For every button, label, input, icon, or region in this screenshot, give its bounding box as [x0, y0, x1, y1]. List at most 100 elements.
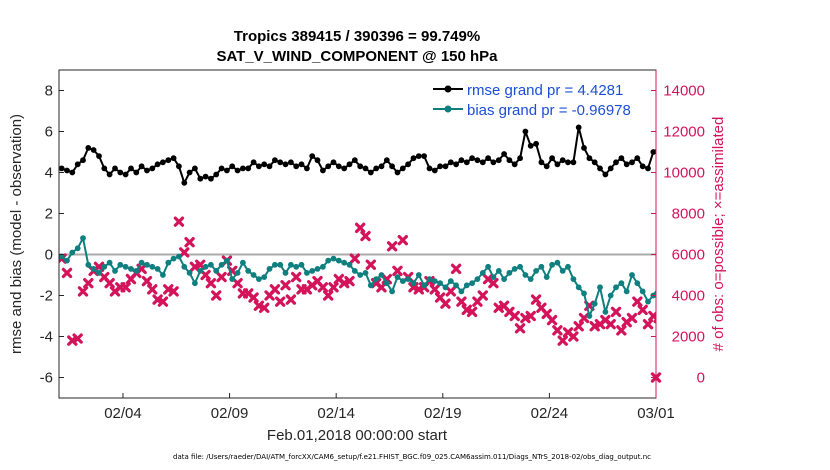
- obs-marker: [269, 284, 281, 295]
- x-tick-label: 02/04: [104, 405, 142, 422]
- bias-series-point: [826, 262, 830, 268]
- bias-series-point: [346, 261, 353, 268]
- legend-rmse-marker: [444, 85, 452, 93]
- obs-marker: [676, 317, 683, 324]
- y2-tick-label: 4000: [672, 288, 705, 305]
- rmse-series-point: [789, 163, 795, 169]
- bias-series-point: [565, 263, 571, 270]
- bias-series-point: [698, 264, 704, 270]
- bias-series-point: [272, 261, 278, 268]
- rmse-series-point: [335, 163, 342, 170]
- obs-marker: [285, 294, 297, 305]
- bias-series-point: [655, 286, 656, 289]
- rmse-series-point: [778, 159, 784, 165]
- rmse-series-point: [181, 179, 188, 186]
- obs-marker: [360, 230, 371, 242]
- y-axis-label: rmse and bias (model - observation): [8, 114, 25, 354]
- bias-series-point: [800, 264, 806, 270]
- obs-marker: [280, 280, 291, 291]
- bias-series-point: [122, 263, 129, 270]
- bias-series-point: [485, 263, 491, 270]
- obs-marker: [810, 304, 817, 311]
- obs-marker: [440, 298, 451, 309]
- obs-marker: [616, 325, 627, 336]
- rmse-series-point: [149, 165, 156, 172]
- rmse-series-point: [538, 159, 545, 166]
- obs-marker: [211, 290, 222, 301]
- bias-series-point: [453, 282, 459, 289]
- obs-marker: [767, 317, 774, 324]
- bias-series-point: [160, 272, 166, 278]
- obs-marker: [509, 310, 520, 322]
- rmse-series-point: [442, 163, 449, 170]
- bias-series-point: [421, 282, 427, 289]
- bias-series-point: [90, 266, 97, 272]
- rmse-series-point: [330, 159, 337, 166]
- obs-marker: [141, 275, 153, 287]
- bias-series-point: [752, 311, 758, 317]
- rmse-series-point: [821, 168, 827, 174]
- rmse-series-point: [559, 157, 566, 164]
- bias-series-point: [629, 272, 635, 278]
- rmse-series-point: [607, 165, 614, 172]
- bias-series-point: [192, 280, 198, 287]
- obs-marker: [756, 300, 763, 307]
- bias-series-point: [458, 288, 465, 295]
- bias-series-point: [677, 270, 683, 276]
- obs-marker: [392, 265, 403, 277]
- rmse-series-point: [431, 167, 438, 174]
- obs-marker: [157, 296, 169, 307]
- obs-marker: [546, 314, 558, 326]
- bias-series-point: [672, 276, 678, 282]
- rmse-series-point: [570, 159, 577, 166]
- obs-marker: [104, 278, 115, 289]
- rmse-series-point: [741, 159, 747, 165]
- bias-series-point: [789, 262, 795, 268]
- bias-series-point: [117, 261, 124, 268]
- rmse-series-point: [415, 153, 422, 160]
- bias-series-point: [80, 235, 86, 242]
- bias-series-point: [805, 262, 811, 268]
- bias-series-point: [661, 280, 667, 286]
- bias-series-point: [746, 305, 752, 311]
- obs-marker: [232, 278, 243, 289]
- bias-series-point: [447, 278, 454, 284]
- obs-marker: [772, 312, 779, 319]
- rmse-series-point: [469, 155, 475, 162]
- bias-series-point: [431, 278, 438, 284]
- bias-series-point: [325, 257, 332, 264]
- obs-marker: [83, 278, 94, 289]
- obs-marker: [514, 323, 526, 334]
- rmse-series-point: [229, 163, 236, 170]
- bias-series-point: [378, 272, 385, 278]
- bias-series-point: [704, 272, 710, 278]
- obs-marker: [344, 275, 355, 287]
- rmse-series-point: [682, 147, 688, 153]
- bias-series-point: [367, 282, 374, 289]
- bias-series-point: [490, 274, 497, 280]
- bias-series-point: [202, 263, 209, 270]
- obs-marker: [530, 294, 542, 305]
- rmse-series-point: [591, 159, 598, 166]
- bias-series-point: [607, 292, 614, 299]
- bias-series-point: [821, 268, 827, 274]
- obs-marker: [666, 321, 673, 328]
- obs-marker: [525, 310, 536, 322]
- bias-series-point: [768, 284, 774, 290]
- obs-marker: [660, 304, 667, 311]
- bias-series-point: [666, 276, 672, 282]
- x-tick-label: 02/14: [317, 405, 355, 422]
- rmse-series-point: [629, 159, 635, 166]
- x-tick-label: 02/19: [424, 405, 462, 422]
- rmse-series-point: [730, 161, 736, 167]
- bias-series-line: [61, 237, 656, 317]
- rmse-series-point: [655, 146, 656, 149]
- y2-tick-label: 2000: [672, 329, 705, 346]
- obs-marker: [386, 241, 398, 252]
- bias-series-point: [559, 268, 566, 274]
- bias-series-point: [277, 261, 284, 268]
- obs-marker: [77, 286, 89, 297]
- bias-series-point: [506, 270, 513, 276]
- bias-series-point: [816, 260, 822, 266]
